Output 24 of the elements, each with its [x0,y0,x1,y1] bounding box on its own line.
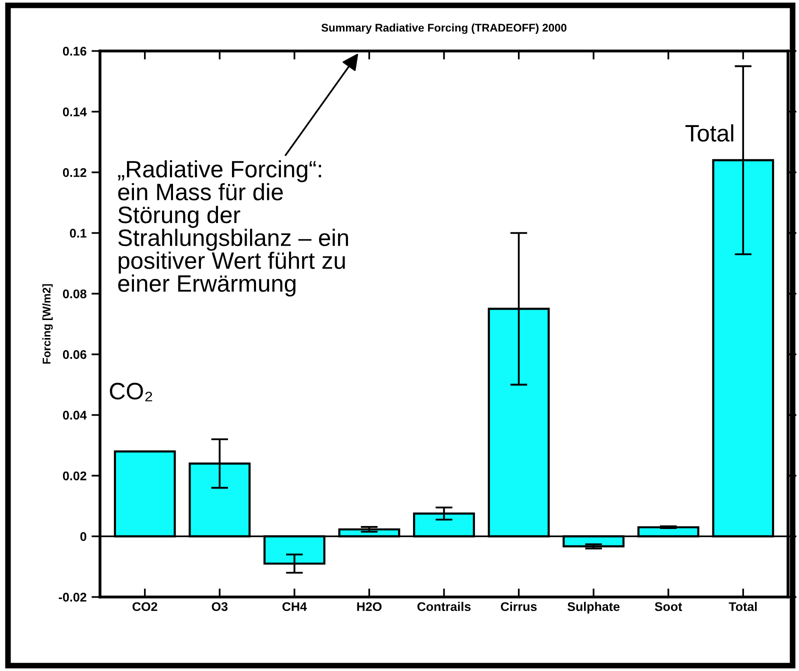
annotation: „Radiative Forcing“: ein Mass für die Störung der Strahlungsbilanz – ein positiver Wert führt zu einer Erwärmung [118,160,348,297]
y-tick-label: 0.08 [62,289,86,298]
y-axis-title: Forcing [W/m2] [42,284,53,364]
y-tick-label: 0.06 [62,350,86,359]
y-tick-label: 0.02 [62,471,86,480]
y-tick-label: 0.12 [62,168,86,177]
annotation: Total [685,124,734,142]
x-tick-label: Cirrus [500,602,537,612]
y-tick-label: 0.16 [62,46,86,56]
x-tick-label: CH4 [282,602,307,612]
chart-title: Summary Radiative Forcing (TRADEOFF) 2000 [321,24,566,34]
x-tick-label: O3 [212,602,228,612]
y-tick-label: 0.1 [70,228,86,238]
x-tick-label: H2O [357,602,382,612]
y-tick-label: 0.14 [62,107,87,116]
annotation: CO₂ [110,382,152,402]
y-tick-label: 0 [80,532,86,541]
y-tick-label: 0.04 [62,410,87,420]
x-tick-label: Contrails [417,602,471,612]
x-tick-label: Sulphate [568,602,620,614]
x-tick-label: Total [728,602,757,612]
x-tick-label: CO2 [132,602,158,612]
y-tick-label: -0.02 [58,592,86,602]
x-tick-label: Soot [654,602,682,612]
